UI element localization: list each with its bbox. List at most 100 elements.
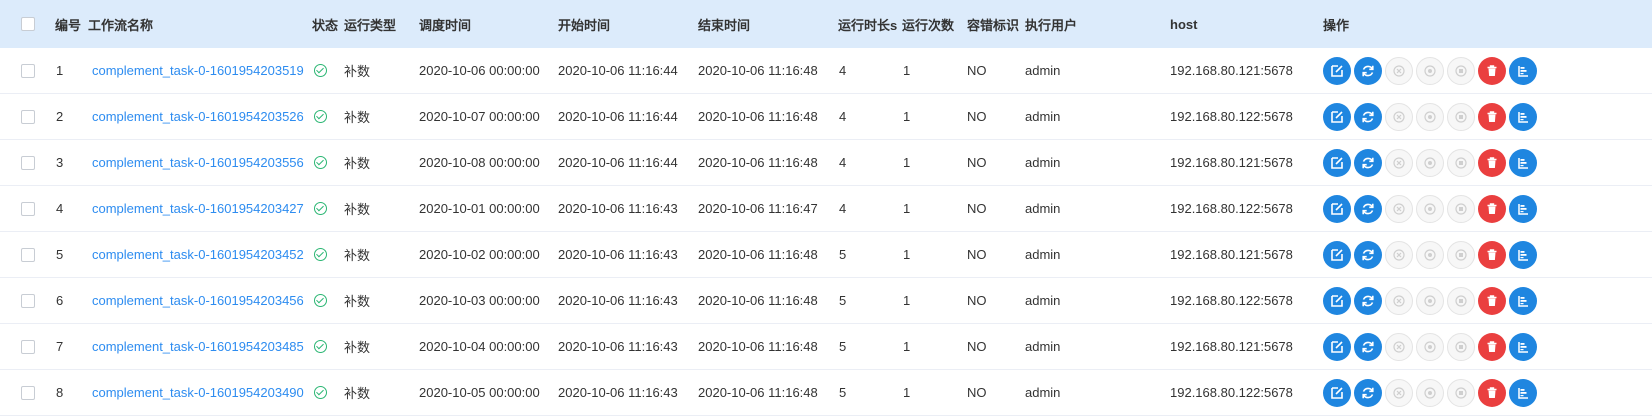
- table-row: 3 complement_task-0-1601954203556 补数 202…: [0, 140, 1652, 186]
- recover-button[interactable]: [1447, 332, 1475, 361]
- pause-button[interactable]: [1416, 194, 1444, 223]
- recover-button[interactable]: [1447, 102, 1475, 131]
- pause-button[interactable]: [1416, 240, 1444, 269]
- pause-button[interactable]: [1416, 56, 1444, 85]
- header-schedule-time: 调度时间: [419, 17, 472, 33]
- delete-button[interactable]: [1478, 56, 1506, 85]
- edit-button[interactable]: [1323, 102, 1351, 131]
- pause-button[interactable]: [1416, 378, 1444, 407]
- edit-button[interactable]: [1323, 240, 1351, 269]
- gantt-button[interactable]: [1509, 286, 1537, 315]
- operation-buttons: [1323, 186, 1537, 231]
- select-all-checkbox[interactable]: [21, 17, 35, 31]
- gantt-button[interactable]: [1509, 102, 1537, 131]
- executor: admin: [1025, 63, 1061, 78]
- edit-button[interactable]: [1323, 56, 1351, 85]
- row-select-cell[interactable]: [21, 232, 35, 277]
- schedule-time: 2020-10-02 00:00:00: [419, 247, 540, 262]
- row-select-cell[interactable]: [21, 186, 35, 231]
- stop-button[interactable]: [1385, 56, 1413, 85]
- recover-button[interactable]: [1447, 286, 1475, 315]
- host: 192.168.80.121:5678: [1170, 247, 1293, 262]
- check-circle-icon: [314, 202, 327, 215]
- delete-button[interactable]: [1478, 148, 1506, 177]
- stop-button[interactable]: [1385, 240, 1413, 269]
- recover-button[interactable]: [1447, 240, 1475, 269]
- workflow-name-link[interactable]: complement_task-0-1601954203519: [92, 63, 304, 78]
- delete-button[interactable]: [1478, 332, 1506, 361]
- delete-button[interactable]: [1478, 286, 1506, 315]
- gantt-button[interactable]: [1509, 240, 1537, 269]
- workflow-name-link[interactable]: complement_task-0-1601954203452: [92, 247, 304, 262]
- gantt-button[interactable]: [1509, 194, 1537, 223]
- gantt-button[interactable]: [1509, 148, 1537, 177]
- workflow-name-link[interactable]: complement_task-0-1601954203456: [92, 293, 304, 308]
- stop-button[interactable]: [1385, 286, 1413, 315]
- stop-button[interactable]: [1385, 194, 1413, 223]
- row-select-cell[interactable]: [21, 48, 35, 93]
- table-row: 8 complement_task-0-1601954203490 补数 202…: [0, 370, 1652, 416]
- edit-button[interactable]: [1323, 332, 1351, 361]
- row-select-cell[interactable]: [21, 278, 35, 323]
- rerun-button[interactable]: [1354, 102, 1382, 131]
- workflow-name-link[interactable]: complement_task-0-1601954203485: [92, 339, 304, 354]
- row-checkbox[interactable]: [21, 63, 35, 78]
- recover-button[interactable]: [1447, 148, 1475, 177]
- row-checkbox[interactable]: [21, 293, 35, 308]
- pause-icon: [1424, 248, 1436, 261]
- workflow-name-link[interactable]: complement_task-0-1601954203556: [92, 155, 304, 170]
- rerun-button[interactable]: [1354, 332, 1382, 361]
- row-checkbox[interactable]: [21, 385, 35, 400]
- workflow-name-link[interactable]: complement_task-0-1601954203490: [92, 385, 304, 400]
- rerun-button[interactable]: [1354, 194, 1382, 223]
- edit-button[interactable]: [1323, 148, 1351, 177]
- pause-button[interactable]: [1416, 286, 1444, 315]
- row-checkbox[interactable]: [21, 109, 35, 124]
- schedule-time: 2020-10-01 00:00:00: [419, 201, 540, 216]
- edit-button[interactable]: [1323, 194, 1351, 223]
- workflow-name-link[interactable]: complement_task-0-1601954203427: [92, 201, 304, 216]
- rerun-icon: [1362, 65, 1374, 76]
- stop-button[interactable]: [1385, 332, 1413, 361]
- delete-button[interactable]: [1478, 102, 1506, 131]
- recover-button[interactable]: [1447, 194, 1475, 223]
- gantt-icon: [1518, 341, 1528, 353]
- rerun-button[interactable]: [1354, 378, 1382, 407]
- start-time: 2020-10-06 11:16:43: [558, 201, 678, 216]
- row-select-cell[interactable]: [21, 140, 35, 185]
- delete-button[interactable]: [1478, 378, 1506, 407]
- edit-button[interactable]: [1323, 286, 1351, 315]
- end-time: 2020-10-06 11:16:48: [698, 109, 818, 124]
- gantt-button[interactable]: [1509, 332, 1537, 361]
- row-checkbox[interactable]: [21, 155, 35, 170]
- row-checkbox[interactable]: [21, 339, 35, 354]
- rerun-button[interactable]: [1354, 240, 1382, 269]
- pause-button[interactable]: [1416, 102, 1444, 131]
- gantt-button[interactable]: [1509, 378, 1537, 407]
- pause-button[interactable]: [1416, 148, 1444, 177]
- rerun-button[interactable]: [1354, 56, 1382, 85]
- row-checkbox[interactable]: [21, 247, 35, 262]
- stop-icon: [1393, 110, 1405, 123]
- row-select-cell[interactable]: [21, 94, 35, 139]
- row-select-cell[interactable]: [21, 324, 35, 369]
- stop-button[interactable]: [1385, 102, 1413, 131]
- recover-button[interactable]: [1447, 378, 1475, 407]
- select-all-cell[interactable]: [21, 0, 35, 48]
- rerun-button[interactable]: [1354, 148, 1382, 177]
- delete-button[interactable]: [1478, 240, 1506, 269]
- workflow-name-link[interactable]: complement_task-0-1601954203526: [92, 109, 304, 124]
- gantt-button[interactable]: [1509, 56, 1537, 85]
- delete-button[interactable]: [1478, 194, 1506, 223]
- rerun-button[interactable]: [1354, 286, 1382, 315]
- run-type: 补数: [344, 340, 371, 355]
- recover-button[interactable]: [1447, 56, 1475, 85]
- stop-button[interactable]: [1385, 378, 1413, 407]
- row-checkbox[interactable]: [21, 201, 35, 216]
- edit-button[interactable]: [1323, 378, 1351, 407]
- stop-button[interactable]: [1385, 148, 1413, 177]
- start-time: 2020-10-06 11:16:43: [558, 293, 678, 308]
- pause-button[interactable]: [1416, 332, 1444, 361]
- row-select-cell[interactable]: [21, 370, 35, 415]
